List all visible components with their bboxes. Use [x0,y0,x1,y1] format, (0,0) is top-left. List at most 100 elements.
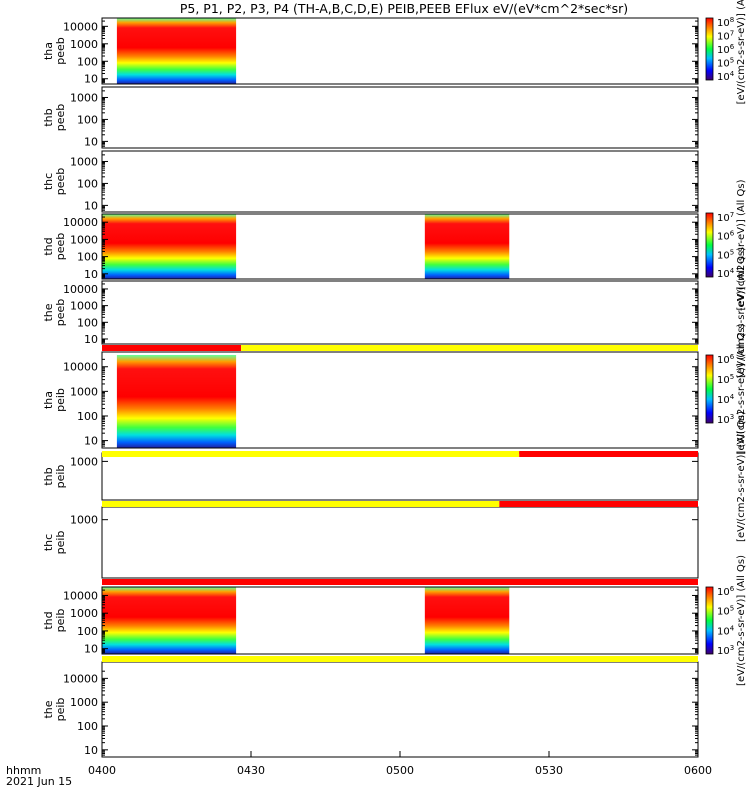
colorbar [705,212,714,278]
flag-segment-yellow [102,501,500,507]
y-tick-label: 10 [84,435,98,448]
panel-ylabel: thapeib [42,388,67,412]
panel-ylabel: thdpeib [42,609,67,633]
colorbar-tick-label: 106 [717,585,735,598]
panel-frame [101,86,699,149]
panel-frame [101,452,699,501]
panel-ylabel: thdpeeb [42,233,67,261]
colorbar-label: [eV/(cm2-s-sr-eV)] (All Qs) [736,247,747,378]
x-tick-label: 0530 [535,764,563,777]
colorbar-tick-label: 105 [717,373,734,386]
colorbar-tick-label: 106 [717,43,735,56]
y-tick-label: 10 [84,73,98,86]
colorbar-tick-label: 105 [717,605,734,618]
time-axis: 0400 0430 0500 0530 0600 [88,751,712,777]
x-tick-label: 0600 [684,764,712,777]
time-axis-date: 2021 Jun 15 [6,775,72,788]
y-tick-label: 10 [84,744,98,757]
spectrogram-block [116,355,237,448]
colorbar-tick-label: 107 [717,211,734,224]
y-tick-label: 1000 [70,514,98,527]
spectrogram-block [116,18,237,84]
panel-ylabel: thcpeeb [42,168,67,196]
y-tick-label: 100 [77,720,98,733]
y-tick-label: 100 [77,625,98,638]
y-tick-label: 1000 [70,455,98,468]
colorbar-tick-label: 108 [717,16,734,29]
flag-segment-yellow [241,345,699,351]
colorbar-label: [eV/(cm2-s-sr-eV)] (All Qs) [736,555,747,686]
panel-thc-peeb: 1000 100 10 thcpeeb [42,150,699,213]
panel-the-peeb: 10000 1000 100 10 thepeeb [eV/(cm2-s-sr-eV)] … [42,247,747,378]
flag-segment-red [102,579,698,585]
colorbar-tick-label: 106 [717,230,735,243]
y-tick-label: 100 [77,251,98,264]
colorbar-tick-label: 105 [717,57,734,70]
colorbar [705,586,714,655]
spectrogram-block [102,587,237,654]
panel-frame [101,506,699,579]
panel-ylabel: thapeeb [42,37,67,65]
colorbar-label: [eV/(cm2-s-sr-eV)] (All [736,0,747,104]
panel-ylabel: thbpeib [42,465,67,489]
colorbar-tick-label: 104 [717,624,735,637]
panel-frame [101,351,699,449]
panel-ylabel: thepeeb [42,299,67,327]
panel-thb-peeb: 1000 100 10 thbpeeb [42,86,699,149]
y-tick-label: 10 [84,135,98,148]
y-tick-label: 1000 [70,233,98,246]
x-tick-label: 0500 [386,764,414,777]
colorbar-tick-label: 103 [717,413,734,426]
panel-ylabel: thbpeeb [42,104,67,132]
colorbar-tick-label: 104 [717,393,735,406]
flag-segment-yellow [102,451,520,457]
spectrogram-block [424,587,510,654]
x-tick-label: 0400 [88,764,116,777]
panel-frame [101,150,699,213]
flag-segment-red [519,451,698,457]
y-tick-label: 10000 [63,589,98,602]
panel-tha-peib: 10000 1000 100 10 thapeib 106 105 104 103 [eV/(cm… [42,323,747,454]
colorbar-tick-label: 105 [717,248,734,261]
y-tick-label: 10 [84,199,98,212]
panel-frame [101,661,699,758]
y-tick-label: 10000 [63,672,98,685]
y-tick-label: 1000 [70,155,98,168]
colorbar-tick-label: 107 [717,30,734,43]
figure-title: P5, P1, P2, P3, P4 (TH-A,B,C,D,E) PEIB,P… [180,1,628,16]
flag-segment-yellow [102,656,698,662]
y-tick-label: 1000 [70,385,98,398]
panel-frame [101,280,699,345]
spectrogram-block [424,214,510,279]
y-tick-label: 10000 [63,216,98,229]
colorbar-label: [eV/(cm2-s-sr-eV)] (All Qs) [736,179,747,310]
y-tick-label: 1000 [70,38,98,51]
y-tick-label: 100 [77,316,98,329]
y-tick-label: 1000 [70,696,98,709]
flag-bars [102,345,699,662]
y-tick-label: 10000 [63,20,98,33]
panel-thd-peeb: 10000 1000 100 10 thdpeeb 107 106 105 104 [eV/(cm… [42,179,747,310]
colorbar [705,17,714,81]
colorbar-tick-label: 104 [717,70,735,83]
panel-ylabel: thcpeib [42,531,67,555]
spectrogram-block [102,214,237,279]
panel-ylabel: thepeib [42,698,67,722]
y-tick-label: 1000 [70,300,98,313]
y-tick-label: 1000 [70,607,98,620]
time-axis-label: hhmm [6,764,41,777]
colorbar-label: [eV/(cm2-s-sr-eV)] (All Qs) [736,323,747,454]
y-tick-label: 10 [84,333,98,346]
flag-segment-red [102,345,242,351]
colorbar-tick-label: 103 [717,644,734,657]
y-tick-label: 100 [77,55,98,68]
panel-the-peib: 10000 1000 100 10 thepeib [42,661,699,758]
y-tick-label: 100 [77,113,98,126]
colorbar-tick-label: 106 [717,353,735,366]
y-tick-label: 10 [84,268,98,281]
